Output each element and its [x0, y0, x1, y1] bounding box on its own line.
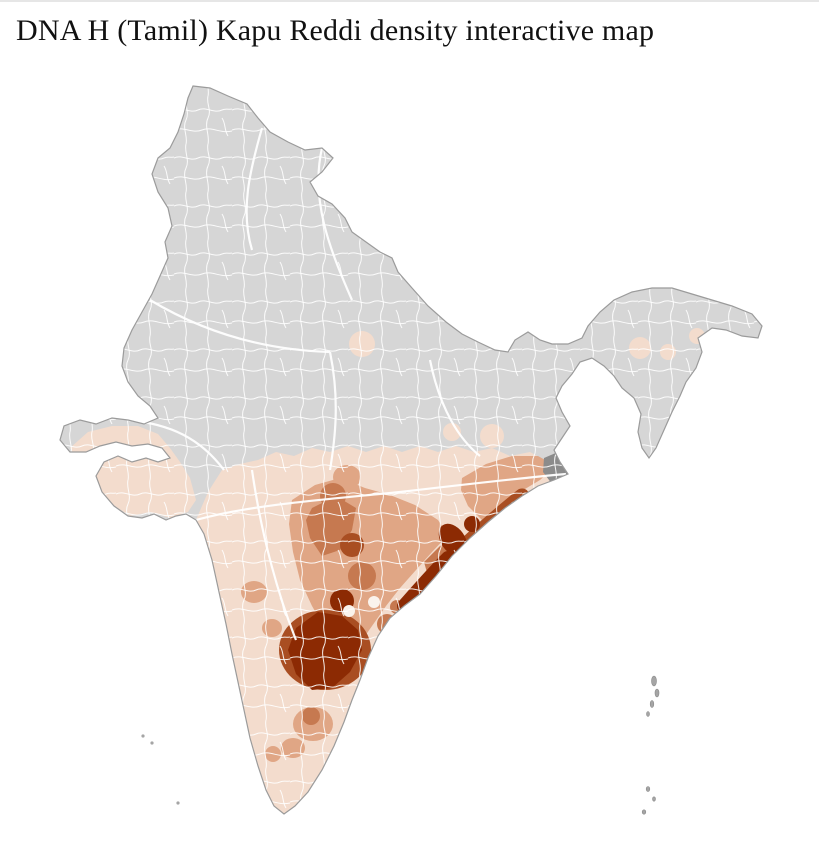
india-outline — [59, 85, 763, 815]
andaman-islands[interactable] — [646, 675, 660, 717]
top-divider — [0, 0, 819, 2]
page-title: DNA H (Tamil) Kapu Reddi density interac… — [16, 14, 655, 47]
lakshadweep-islands[interactable] — [141, 734, 180, 805]
nicobar-islands[interactable] — [641, 786, 656, 815]
district-borders-mesh — [60, 86, 762, 814]
